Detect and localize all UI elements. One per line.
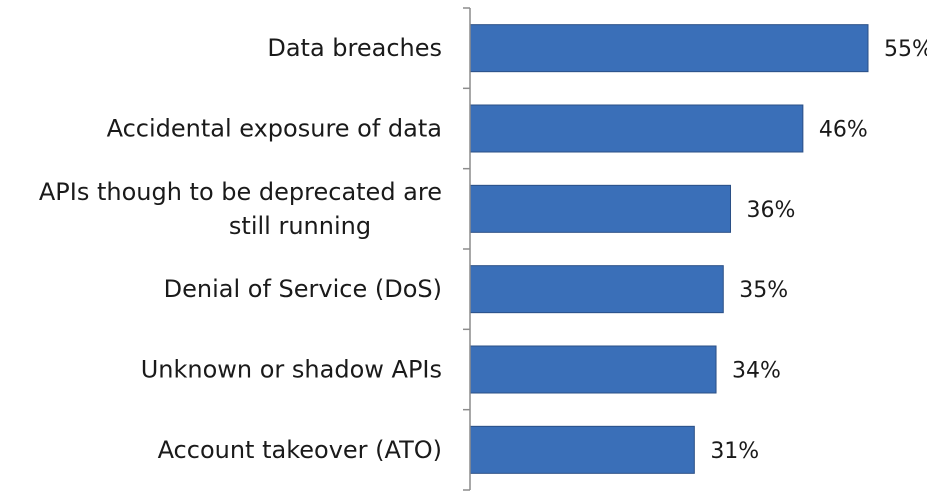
category-label-0-line-0: Data breaches [267, 34, 442, 62]
bars-group [469, 24, 869, 474]
value-label-4: 34% [732, 359, 781, 384]
bar-3 [469, 265, 724, 314]
value-label-3: 35% [739, 278, 788, 303]
value-label-5: 31% [710, 439, 759, 464]
category-labels-group: Data breaches Accidental exposure of data… [39, 34, 442, 464]
value-label-0: 55% [884, 37, 927, 62]
axis-group [463, 7, 471, 491]
category-label-2-line-1: still running [229, 212, 371, 240]
value-labels-group: 55% 46% 36% 35% 34% 31% [710, 37, 927, 464]
value-label-2: 36% [747, 198, 796, 223]
category-label-3-line-0: Denial of Service (DoS) [164, 275, 442, 303]
category-label-2-line-0: APIs though to be deprecated are [39, 178, 442, 206]
bar-2 [469, 184, 732, 233]
bar-5 [469, 425, 695, 474]
value-label-1: 46% [819, 118, 868, 143]
bar-1 [469, 104, 804, 153]
category-label-4-line-0: Unknown or shadow APIs [141, 356, 442, 384]
category-label-5-line-0: Account takeover (ATO) [158, 436, 442, 464]
category-label-1-line-0: Accidental exposure of data [107, 115, 442, 143]
bar-0 [469, 24, 869, 73]
bar-4 [469, 345, 717, 394]
